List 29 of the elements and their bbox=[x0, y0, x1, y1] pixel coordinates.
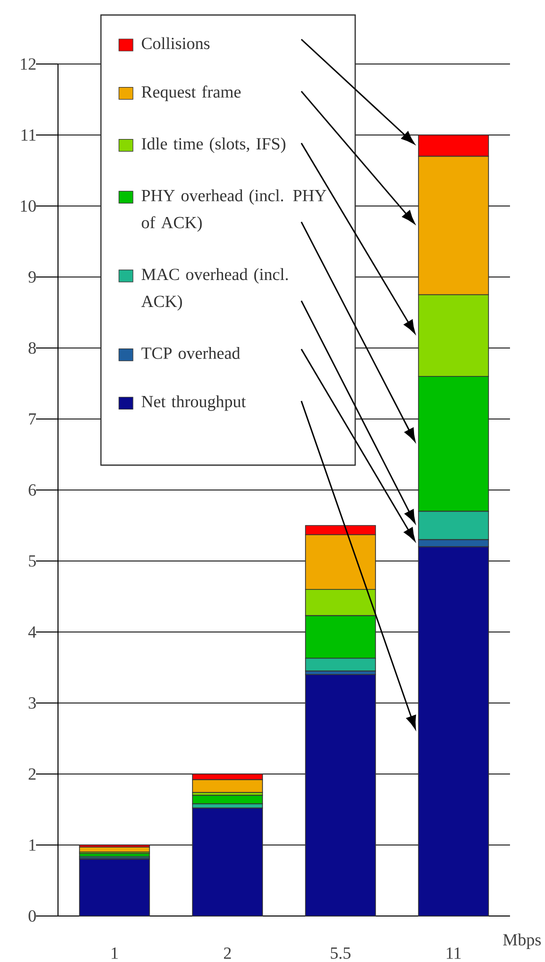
y-tick-label: 3 bbox=[28, 697, 36, 709]
legend-label: TCP overhead bbox=[141, 346, 240, 359]
bar bbox=[305, 674, 376, 916]
x-axis-title: Mbps bbox=[503, 934, 541, 949]
y-tick-label: 4 bbox=[28, 626, 36, 638]
bar bbox=[79, 858, 150, 916]
y-tick-label: 10 bbox=[20, 200, 36, 212]
legend-label: Collisions bbox=[142, 37, 210, 50]
y-tick-label: 8 bbox=[28, 342, 36, 354]
y-tick-label: 5 bbox=[28, 555, 36, 567]
y-tick-label: 12 bbox=[20, 58, 36, 70]
legend-label: MAC overhead (incl. ACK) bbox=[141, 268, 288, 311]
x-tick-label: 1 bbox=[112, 948, 118, 959]
legend-label: PHY overhead (incl. PHY of ACK) bbox=[142, 189, 326, 232]
legend-label: Request frame bbox=[142, 86, 241, 102]
legend-label: Idle time (slots, IFS) bbox=[142, 138, 286, 153]
y-tick-label: 7 bbox=[29, 413, 36, 425]
y-tick-label: 9 bbox=[28, 271, 36, 283]
x-tick-label: 11 bbox=[446, 948, 461, 959]
y-tick-label: 0 bbox=[28, 910, 36, 922]
y-tick-label: 2 bbox=[28, 768, 36, 780]
x-tick-label: 5.5 bbox=[330, 948, 350, 959]
x-tick-label: 2 bbox=[224, 948, 231, 959]
bar bbox=[192, 808, 263, 916]
y-tick-label: 6 bbox=[28, 484, 36, 496]
y-tick-label: 1 bbox=[29, 839, 36, 851]
y-tick-label: 11 bbox=[22, 129, 36, 141]
bar bbox=[192, 794, 263, 804]
legend-label: Net throughput bbox=[142, 395, 246, 411]
